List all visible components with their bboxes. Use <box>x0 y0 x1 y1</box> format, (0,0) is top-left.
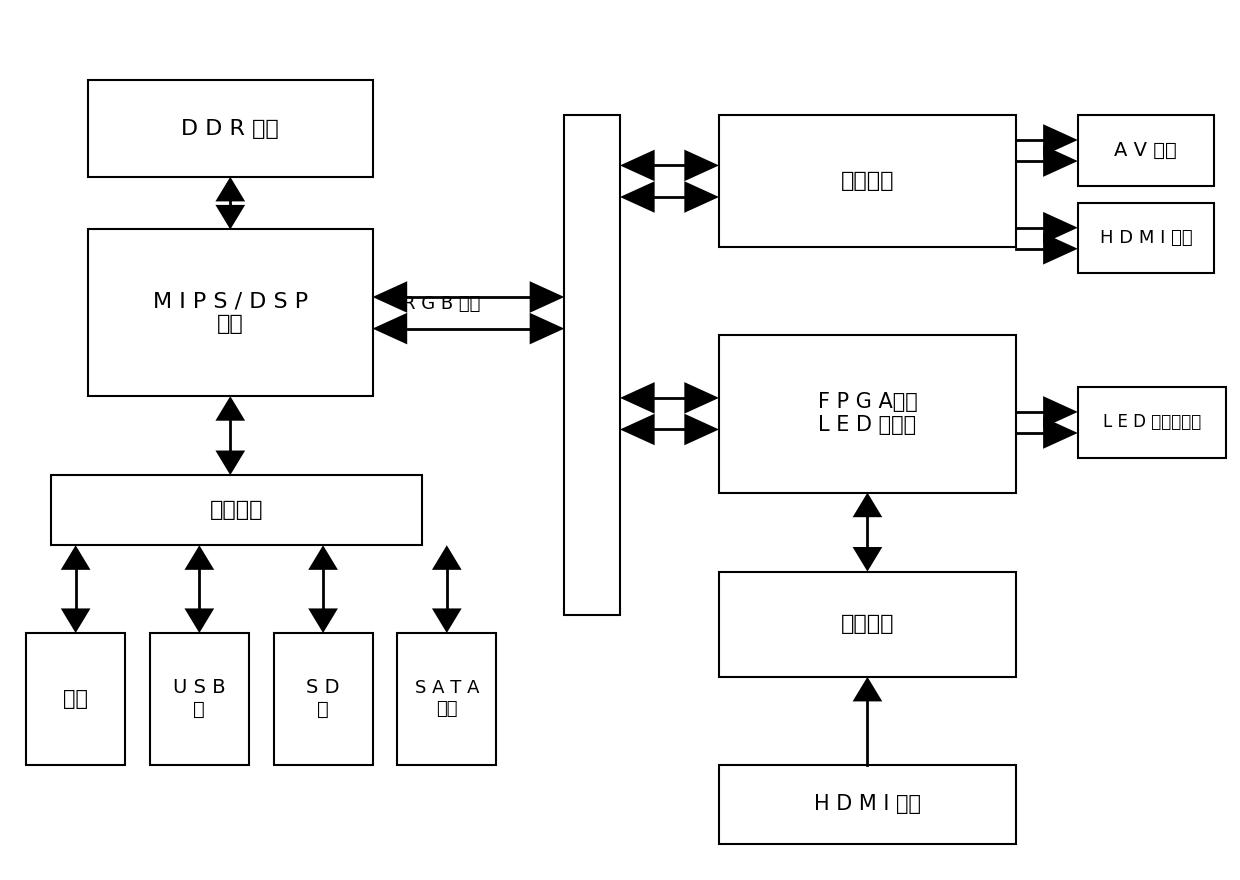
Bar <box>564 115 620 615</box>
Polygon shape <box>216 396 246 421</box>
Polygon shape <box>432 546 461 570</box>
Polygon shape <box>185 546 215 570</box>
Text: 调制芯片: 调制芯片 <box>841 172 894 191</box>
Polygon shape <box>216 205 246 230</box>
Polygon shape <box>61 546 91 570</box>
Polygon shape <box>620 150 655 181</box>
Polygon shape <box>309 546 339 570</box>
Bar <box>397 633 496 765</box>
Polygon shape <box>1043 233 1078 265</box>
Polygon shape <box>529 282 564 312</box>
Text: A V 输出: A V 输出 <box>1115 141 1177 160</box>
Polygon shape <box>684 150 719 181</box>
Text: D D R 内存: D D R 内存 <box>181 119 279 138</box>
Text: S A T A
硬盘: S A T A 硬盘 <box>414 679 479 718</box>
Polygon shape <box>684 382 719 414</box>
Text: R G B 输出: R G B 输出 <box>403 295 481 313</box>
Bar <box>1078 387 1226 458</box>
Bar <box>719 765 1016 844</box>
Polygon shape <box>309 608 339 633</box>
Bar <box>1078 115 1214 186</box>
Bar <box>51 475 422 546</box>
Polygon shape <box>1043 212 1078 244</box>
Polygon shape <box>853 677 883 701</box>
Text: H D M I 输入: H D M I 输入 <box>813 794 921 814</box>
Bar <box>719 334 1016 493</box>
Polygon shape <box>620 181 655 213</box>
Polygon shape <box>1043 124 1078 156</box>
Text: 外设总线: 外设总线 <box>210 500 263 520</box>
Polygon shape <box>432 608 461 633</box>
Polygon shape <box>620 414 655 445</box>
Bar <box>88 230 372 396</box>
Polygon shape <box>684 414 719 445</box>
Polygon shape <box>185 608 215 633</box>
Text: L E D 显示屏输出: L E D 显示屏输出 <box>1102 414 1202 431</box>
Polygon shape <box>372 312 407 344</box>
Polygon shape <box>529 312 564 344</box>
Polygon shape <box>1043 417 1078 449</box>
Bar <box>150 633 249 765</box>
Bar <box>88 80 372 177</box>
Text: H D M I 输出: H D M I 输出 <box>1100 229 1192 247</box>
Polygon shape <box>61 608 91 633</box>
Text: 解调芯片: 解调芯片 <box>841 614 894 634</box>
Text: M I P S / D S P
芯片: M I P S / D S P 芯片 <box>153 291 308 334</box>
Bar <box>26 633 125 765</box>
Text: F P G A（转
L E D 协议）: F P G A（转 L E D 协议） <box>817 392 918 436</box>
Text: U S B
口: U S B 口 <box>174 678 226 719</box>
Bar <box>719 115 1016 247</box>
Polygon shape <box>216 177 246 202</box>
Polygon shape <box>1043 145 1078 177</box>
Polygon shape <box>372 282 407 312</box>
Polygon shape <box>216 451 246 475</box>
Bar <box>274 633 372 765</box>
Polygon shape <box>620 382 655 414</box>
Text: S D
卡: S D 卡 <box>306 678 340 719</box>
Polygon shape <box>1043 396 1078 428</box>
Polygon shape <box>853 547 883 572</box>
Bar <box>719 572 1016 677</box>
Bar <box>1078 203 1214 274</box>
Polygon shape <box>684 181 719 213</box>
Polygon shape <box>853 493 883 517</box>
Text: 网口: 网口 <box>63 689 88 708</box>
